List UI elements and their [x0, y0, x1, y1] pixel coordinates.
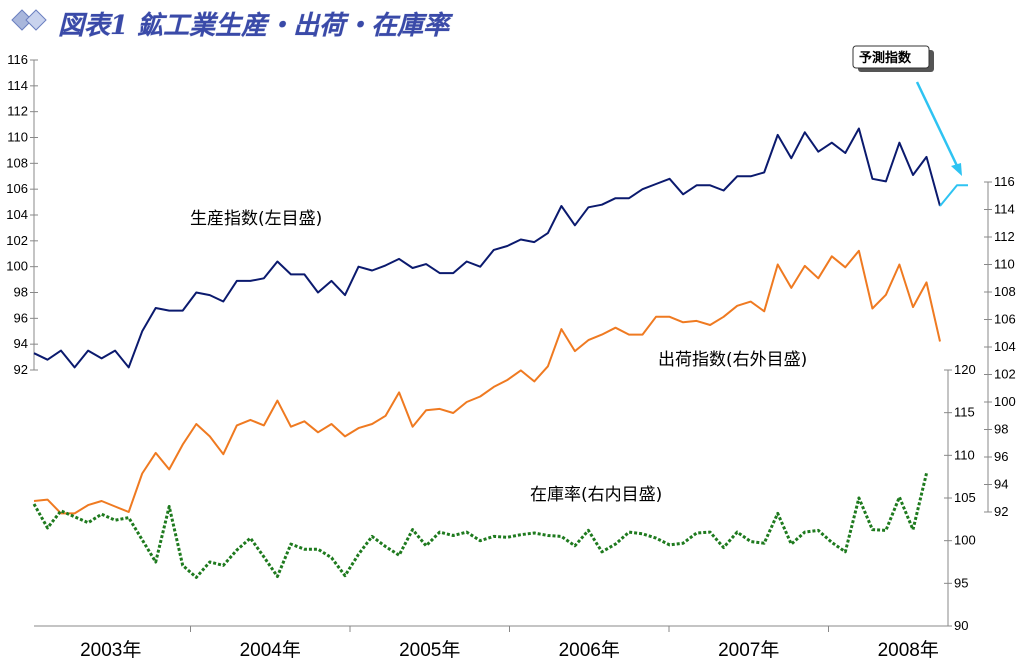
right-outer-axis-tick-label: 106 — [994, 312, 1016, 327]
right-inner-axis-tick-label: 105 — [954, 490, 976, 505]
title-diamond-icon — [11, 9, 47, 31]
left-axis-tick-label: 116 — [7, 52, 28, 67]
right-outer-axis-tick-label: 94 — [994, 477, 1008, 492]
forecast-callout-label: 予測指数 — [859, 50, 912, 66]
inventory-line — [32, 472, 928, 579]
right-outer-axis-tick-label: 100 — [994, 394, 1016, 409]
left-axis-tick-label: 100 — [6, 259, 28, 274]
left-axis-tick-label: 96 — [14, 310, 28, 325]
x-axis-year-label: 2004年 — [240, 639, 301, 661]
right-outer-axis-tick-label: 92 — [994, 504, 1008, 519]
production-line — [33, 127, 941, 369]
forecast-callout: 予測指数 — [852, 45, 962, 176]
left-axis-tick-label: 94 — [14, 336, 28, 351]
forecast-callout-arrow — [915, 81, 961, 171]
forecast-line — [939, 184, 968, 207]
shipments-line — [33, 249, 941, 515]
right-outer-axis-tick-label: 98 — [994, 422, 1008, 437]
right-outer-axis-tick-label: 110 — [994, 257, 1015, 272]
left-axis-tick-label: 114 — [7, 78, 28, 93]
right-inner-axis-tick-label: 95 — [954, 575, 968, 590]
inventory-series-label: 在庫率(右内目盛) — [530, 485, 662, 505]
right-inner-axis-tick-label: 120 — [954, 362, 976, 377]
right-inner-axis-tick-label: 90 — [954, 618, 968, 633]
right-outer-axis-tick-label: 116 — [994, 174, 1015, 189]
right-outer-axis-tick-label: 104 — [994, 339, 1016, 354]
left-axis-tick-label: 106 — [6, 181, 28, 196]
left-axis-tick-label: 102 — [6, 233, 28, 248]
left-axis-tick-label: 112 — [7, 104, 28, 119]
left-axis-tick-label: 108 — [6, 155, 28, 170]
left-axis-tick-label: 98 — [14, 285, 28, 300]
right-inner-axis-tick-label: 115 — [954, 405, 975, 420]
x-axis-year-label: 2003年 — [80, 639, 141, 661]
right-outer-axis-tick-label: 108 — [994, 284, 1016, 299]
left-axis-tick-label: 110 — [7, 130, 28, 145]
right-outer-axis-tick-label: 114 — [994, 202, 1015, 217]
forecast-arrowhead-icon — [951, 163, 962, 176]
x-axis-year-label: 2008年 — [878, 639, 939, 661]
right-inner-axis-tick-label: 110 — [954, 447, 975, 462]
series-layer — [32, 127, 968, 579]
right-outer-axis-tick-label: 102 — [994, 367, 1016, 382]
shipments-series-label: 出荷指数(右外目盛) — [658, 350, 807, 370]
chart-title: 図表1 鉱工業生産・出荷・在庫率 — [58, 11, 453, 41]
left-axis-ticks: 92 94 96 98 100 102 104 106 108 110 112 114 116 — [6, 52, 38, 377]
x-axis-year-label: 2006年 — [559, 639, 620, 661]
left-axis-tick-label: 104 — [6, 207, 28, 222]
right-outer-axis-ticks: 92 94 96 98 100 102 104 106 108 110 112 114 116 — [984, 174, 1016, 519]
x-axis-year-label: 2007年 — [718, 639, 779, 661]
production-series-label: 生産指数(左目盛) — [190, 209, 322, 229]
right-outer-axis-tick-label: 96 — [994, 449, 1008, 464]
right-inner-axis-tick-label: 100 — [954, 533, 976, 548]
x-axis-year-label: 2005年 — [399, 639, 460, 661]
right-inner-axis-ticks: 90 95 100 105 110 115 120 — [944, 362, 976, 633]
right-outer-axis-tick-label: 112 — [994, 229, 1015, 244]
left-axis-tick-label: 92 — [14, 362, 28, 377]
x-axis-ticks: 2003年 2004年 2005年 2006年 2007年 2008年 — [80, 626, 939, 661]
